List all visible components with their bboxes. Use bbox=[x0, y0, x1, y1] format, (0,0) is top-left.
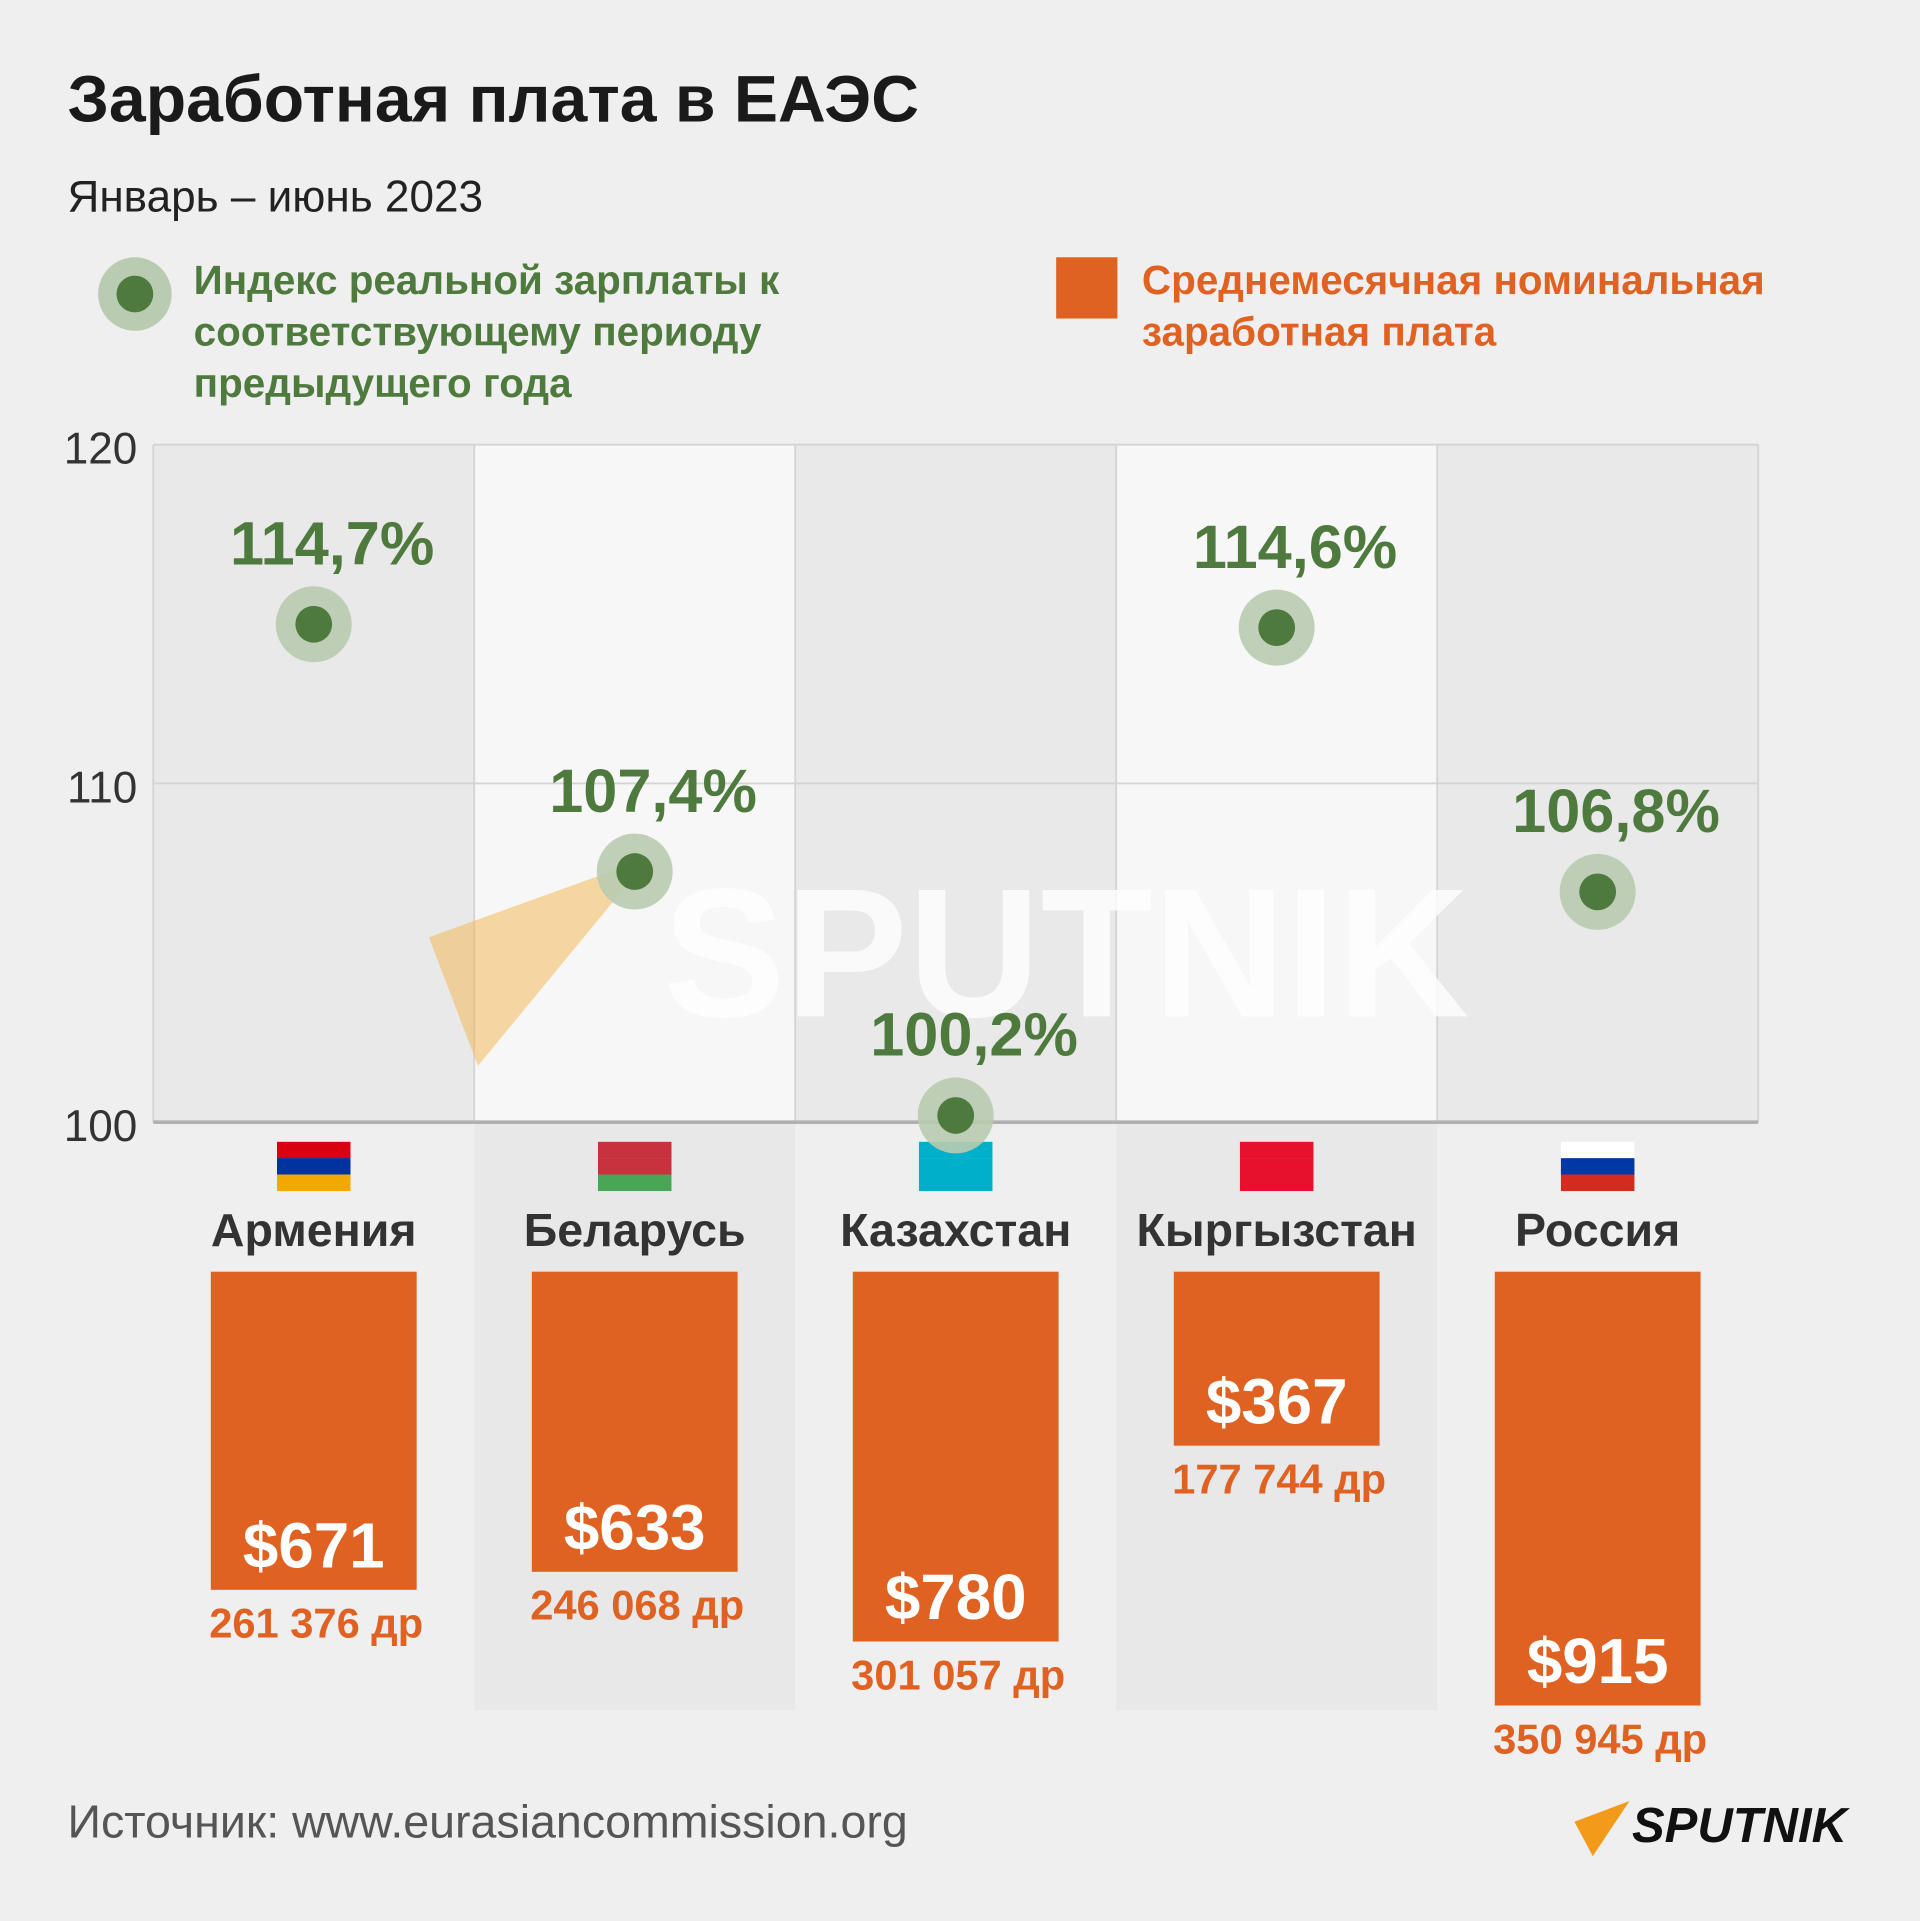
y-tick-label: 120 bbox=[64, 425, 138, 474]
flag-stripe bbox=[1239, 1141, 1314, 1159]
local-value-label: 350 945 др bbox=[1493, 1715, 1707, 1762]
chart-subtitle: Январь – июнь 2023 bbox=[67, 172, 483, 221]
x-tick-label: Кыргызстан bbox=[1136, 1204, 1416, 1256]
local-value-label: 261 376 др bbox=[209, 1600, 423, 1647]
legend-label: Среднемесячная номинальная заработная пл… bbox=[1141, 257, 1765, 355]
data-label: 114,6% bbox=[1193, 513, 1397, 581]
bar bbox=[852, 1271, 1059, 1642]
flag-stripe bbox=[597, 1141, 672, 1159]
legend-entry: Среднемесячная номинальная заработная пл… bbox=[1141, 257, 1765, 355]
data-label: $367 bbox=[1206, 1366, 1348, 1437]
y-tick-label: 100 bbox=[64, 1102, 138, 1151]
x-tick-label: Казахстан bbox=[840, 1204, 1071, 1256]
data-label: 100,2% bbox=[870, 1001, 1078, 1069]
bar bbox=[1494, 1271, 1701, 1706]
watermark-icon bbox=[428, 857, 650, 1066]
local-value-label: 246 068 др bbox=[530, 1582, 744, 1629]
flag-stripe bbox=[918, 1158, 993, 1175]
legend-swatch bbox=[1056, 257, 1118, 319]
dot bbox=[295, 605, 333, 643]
x-tick-label: Беларусь bbox=[524, 1204, 746, 1256]
dot bbox=[1579, 873, 1617, 911]
flag-stripe bbox=[1560, 1174, 1635, 1192]
local-value-label: 301 057 др bbox=[851, 1651, 1065, 1698]
flag-stripe bbox=[276, 1174, 351, 1192]
flag-stripe bbox=[1239, 1174, 1314, 1192]
source: Источник: www.eurasiancommission.org bbox=[67, 1796, 907, 1848]
dot bbox=[937, 1097, 975, 1134]
flag-stripe bbox=[1560, 1158, 1635, 1175]
flag-stripe bbox=[918, 1174, 993, 1192]
dot bbox=[1258, 609, 1296, 647]
dot bbox=[616, 853, 654, 890]
logo-icon bbox=[1574, 1800, 1630, 1857]
flag-stripe bbox=[276, 1158, 351, 1175]
flag-stripe bbox=[597, 1174, 672, 1192]
flag-stripe bbox=[597, 1158, 672, 1175]
data-label: $915 bbox=[1527, 1626, 1669, 1697]
data-label: $633 bbox=[564, 1492, 706, 1563]
bar bbox=[1173, 1271, 1380, 1446]
flag-stripe bbox=[1239, 1158, 1314, 1175]
bar bbox=[531, 1271, 738, 1572]
data-label: 106,8% bbox=[1512, 777, 1720, 845]
y-tick-label: 110 bbox=[67, 763, 137, 812]
watermark: SPUTNIK bbox=[663, 850, 1470, 1055]
data-label: $780 bbox=[885, 1562, 1027, 1633]
x-tick-label: Армения bbox=[211, 1204, 417, 1256]
plot: SPUTNIK 100 110 120 Армения Беларусь Казахстан… bbox=[64, 425, 1760, 1762]
legend-entry: Индекс реальной зарплаты к соответствующ… bbox=[193, 257, 780, 406]
flag-stripe bbox=[1560, 1141, 1635, 1159]
legend-label: Индекс реальной зарплаты к соответствующ… bbox=[193, 257, 780, 406]
legend-dot bbox=[116, 275, 154, 313]
flag-stripe bbox=[276, 1141, 351, 1159]
data-label: 107,4% bbox=[549, 757, 757, 825]
bar bbox=[210, 1271, 417, 1590]
data-label: $671 bbox=[243, 1510, 385, 1581]
data-label: 114,7% bbox=[230, 509, 434, 577]
chart-title: Заработная плата в ЕАЭС bbox=[67, 63, 919, 137]
logo: SPUTNIK bbox=[1632, 1799, 1851, 1853]
local-value-label: 177 744 др bbox=[1172, 1455, 1386, 1502]
x-tick-label: Россия bbox=[1515, 1204, 1680, 1256]
